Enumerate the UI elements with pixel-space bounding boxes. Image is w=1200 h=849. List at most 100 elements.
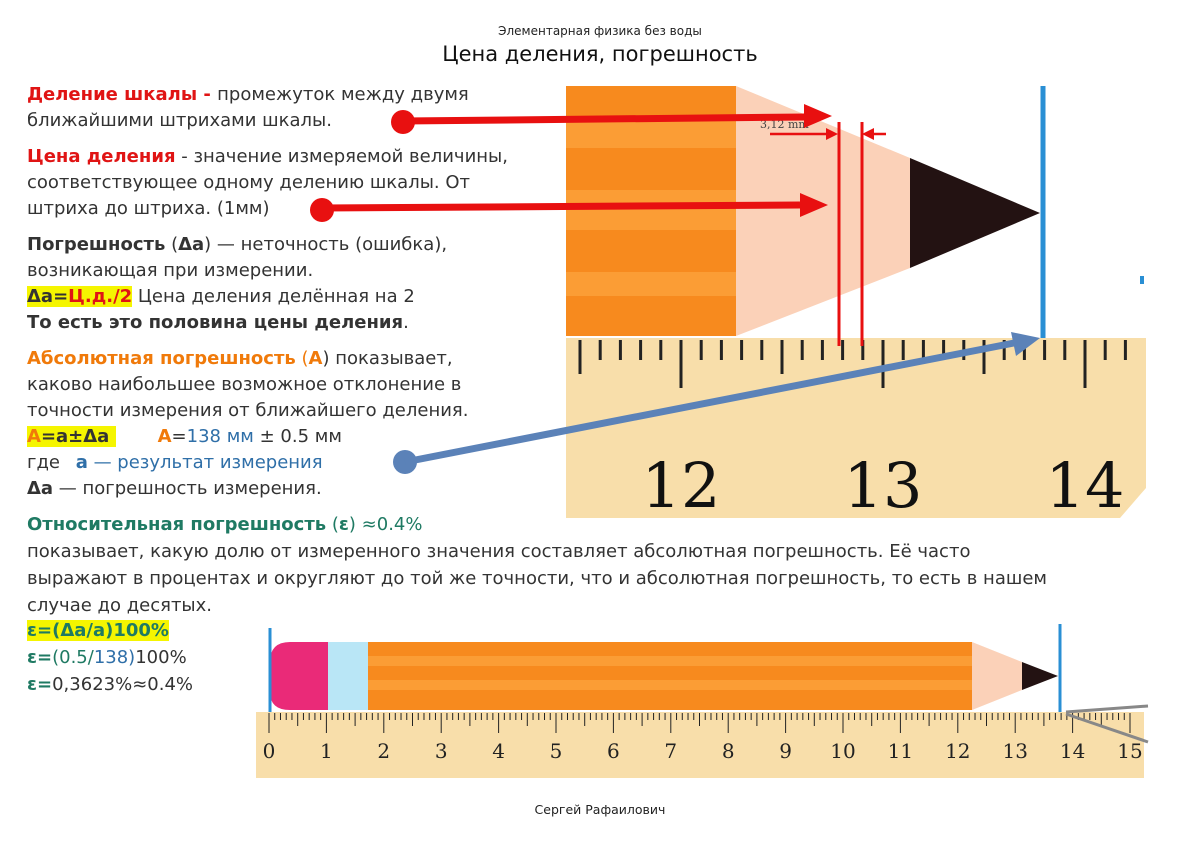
absolute-line-3: точности измерения от ближайшего деления… — [27, 400, 469, 421]
absolute-term: Абсолютная погрешность — [27, 348, 296, 369]
da-symbol: Δa — [27, 478, 54, 499]
small-ruler-ticks: 0 1 2 3 4 5 6 7 8 9 10 11 12 13 14 15 — [263, 713, 1143, 763]
supertitle: Элементарная физика без воды — [498, 24, 702, 38]
relative-formula-3: ε=0,3623%≈0.4% — [27, 672, 193, 698]
big-ruler-label-12: 12 — [642, 449, 721, 522]
relative-formula-2-eps: ε= — [27, 647, 53, 668]
price-line-3: штриха до штриха. (1мм) — [27, 198, 270, 219]
division-line-2: ближайшими штрихами шкалы. — [27, 110, 332, 131]
relative-line-4: случае до десятых. — [27, 595, 213, 616]
relative-symbol: ε — [338, 514, 349, 535]
absolute-text-1: ) показывает, — [322, 348, 453, 369]
author: Сергей Рафаилович — [534, 802, 666, 817]
relative-formula-2-a: (0.5/ — [52, 647, 94, 668]
small-ruler-label-3: 3 — [435, 739, 448, 763]
small-ruler-label-0: 0 — [263, 739, 276, 763]
relative-open: ( — [326, 514, 339, 535]
relative-approx: ≈0.4% — [355, 514, 423, 535]
small-ruler-label-7: 7 — [664, 739, 677, 763]
price-line-2: соответствующее одному делению шкалы. От — [27, 172, 471, 193]
error-line-4: То есть это половина цены деления. — [27, 310, 409, 336]
division-text-1: промежуток между двумя — [217, 84, 469, 105]
relative-formula-2-c: 100% — [135, 647, 187, 668]
price-line-1: Цена деления - значение измеряемой велич… — [27, 144, 508, 170]
relative-formula-1: ε=(Δa/a)100% — [27, 618, 169, 644]
relative-close: ) — [348, 514, 356, 535]
big-pencil — [566, 86, 1040, 336]
error-line-2: возникающая при измерении. — [27, 260, 314, 281]
small-ruler-label-5: 5 — [550, 739, 563, 763]
error-formula-a: Δa= — [27, 286, 69, 307]
price-term: Цена деления — [27, 146, 176, 167]
big-ruler-label-13: 13 — [844, 449, 923, 522]
error-half-end: . — [403, 312, 409, 333]
relative-line-1: Относительная погрешность (ε) ≈0.4% — [27, 512, 423, 538]
page-title: Цена деления, погрешность — [442, 42, 758, 66]
error-text-1: ) — неточность (ошибка), — [204, 234, 448, 255]
arrow-absolute — [393, 332, 1040, 474]
division-markers — [770, 122, 886, 346]
error-line-1: Погрешность (Δa) — неточность (ошибка), — [27, 232, 447, 258]
small-ruler-label-9: 9 — [779, 739, 792, 763]
big-ruler: 12 13 14 3,12 mm — [566, 118, 1146, 522]
error-formula-line: Δa=Ц.д./2 Цена деления делённая на 2 — [27, 284, 415, 310]
absolute-formula-eq: =a±Δa — [40, 426, 116, 447]
relative-line-2: показывает, какую долю от измеренного зн… — [27, 541, 971, 562]
a-desc: — результат измерения — [87, 452, 323, 473]
absolute-open: ( — [295, 348, 309, 369]
division-dash: - — [197, 84, 218, 105]
absolute-line-2: каково наибольшее возможное отклонение в — [27, 374, 462, 395]
small-ruler-label-1: 1 — [320, 739, 333, 763]
absolute-where-line: где a — результат измерения — [27, 450, 323, 476]
absolute-symbol: A — [308, 348, 323, 369]
example-value: 138 мм — [186, 426, 254, 447]
error-symbol: Δa — [178, 234, 205, 255]
small-ruler-label-14: 14 — [1060, 739, 1085, 763]
absolute-formula-A: A — [27, 426, 41, 447]
big-ruler-ticks: 12 13 14 3,12 mm — [578, 118, 1127, 522]
absolute-formula: A=a±Δa — [27, 426, 116, 447]
big-ruler-torn-corner — [1120, 488, 1146, 518]
small-ruler-label-2: 2 — [377, 739, 390, 763]
small-ruler-label-6: 6 — [607, 739, 620, 763]
edge-mark — [1140, 276, 1144, 284]
small-ruler-label-12: 12 — [945, 739, 970, 763]
small-pencil — [270, 642, 1058, 710]
relative-term: Относительная погрешность — [27, 514, 327, 535]
example-eq: = — [171, 426, 187, 447]
relative-formula-3-val: 0,3623%≈0.4% — [52, 674, 194, 695]
small-ruler: 0 1 2 3 4 5 6 7 8 9 10 11 12 13 14 15 — [256, 704, 1149, 778]
big-ruler-label-14: 14 — [1046, 449, 1125, 522]
small-ruler-label-11: 11 — [888, 739, 913, 763]
absolute-formula-line: A=a±Δa A=138 мм ± 0.5 мм — [27, 424, 342, 450]
division-line-1: Деление шкалы - промежуток между двумя — [27, 82, 469, 108]
error-half-bold: То есть это половина цены деления — [27, 312, 404, 333]
a-symbol: a — [75, 452, 88, 473]
example-err: ± 0.5 мм — [253, 426, 342, 447]
error-open: ( — [165, 234, 179, 255]
absolute-line-1: Абсолютная погрешность (A) показывает, — [27, 346, 453, 372]
arrow-price — [310, 193, 828, 222]
relative-line-3: выражают в процентах и округляют до той … — [27, 568, 1047, 589]
small-ruler-label-13: 13 — [1002, 739, 1027, 763]
measure-label: 3,12 mm — [760, 118, 809, 131]
small-ruler-label-4: 4 — [492, 739, 505, 763]
relative-formula-1-text: ε=(Δa/a)100% — [27, 620, 169, 641]
arrow-division — [391, 104, 832, 134]
example-A: A — [157, 426, 172, 447]
relative-formula-3-eps: ε= — [27, 674, 53, 695]
error-term: Погрешность — [27, 234, 166, 255]
where-label: где — [27, 452, 66, 473]
small-ruler-label-15: 15 — [1117, 739, 1142, 763]
da-desc: — погрешность измерения. — [53, 478, 322, 499]
relative-formula-2: ε=(0.5/138)100% — [27, 645, 187, 671]
division-term: Деление шкалы — [27, 84, 198, 105]
small-ruler-label-8: 8 — [722, 739, 735, 763]
absolute-da-line: Δa — погрешность измерения. — [27, 476, 322, 502]
price-text-1: - значение измеряемой величины, — [175, 146, 508, 167]
relative-formula-2-b: 138) — [93, 647, 136, 668]
error-formula-text: Цена деления делённая на 2 — [132, 286, 415, 307]
small-ruler-label-10: 10 — [830, 739, 855, 763]
error-formula-b: Ц.д./2 — [68, 286, 133, 307]
